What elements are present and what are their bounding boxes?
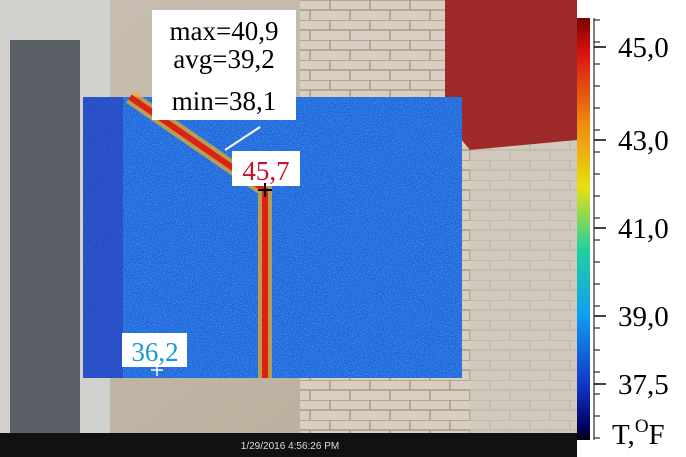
timestamp: 1/29/2016 4:56:26 PM bbox=[241, 441, 339, 452]
stat-avg: avg=39,2 bbox=[173, 44, 274, 74]
roof bbox=[445, 0, 577, 150]
stat-max: max=40,9 bbox=[170, 16, 279, 46]
scale-label: 39,0 bbox=[618, 301, 669, 333]
scale-label: 43,0 bbox=[618, 125, 669, 157]
scale-unit: T,OF bbox=[612, 416, 665, 451]
scale-label: 45,0 bbox=[618, 32, 669, 64]
balcony bbox=[470, 140, 577, 433]
stat-min: min=38,1 bbox=[172, 86, 276, 116]
cold-edge bbox=[83, 97, 123, 378]
unit-tail: F bbox=[649, 419, 665, 451]
color-bar bbox=[577, 18, 590, 440]
scale-ticks: 45,0 43,0 41,0 39,0 37,5 bbox=[594, 18, 669, 440]
scale-label: 37,5 bbox=[618, 369, 669, 401]
window-glass bbox=[10, 40, 80, 433]
hot-spot: 45,7 bbox=[242, 156, 289, 186]
thermal-screen: 1/29/2016 4:56:26 PM max=40,9 avg=39,2 m… bbox=[0, 0, 686, 457]
cold-spot: 36,2 bbox=[131, 337, 178, 367]
unit-sup: O bbox=[635, 416, 649, 437]
scale-label: 41,0 bbox=[618, 213, 669, 245]
unit-base: T, bbox=[612, 419, 635, 451]
